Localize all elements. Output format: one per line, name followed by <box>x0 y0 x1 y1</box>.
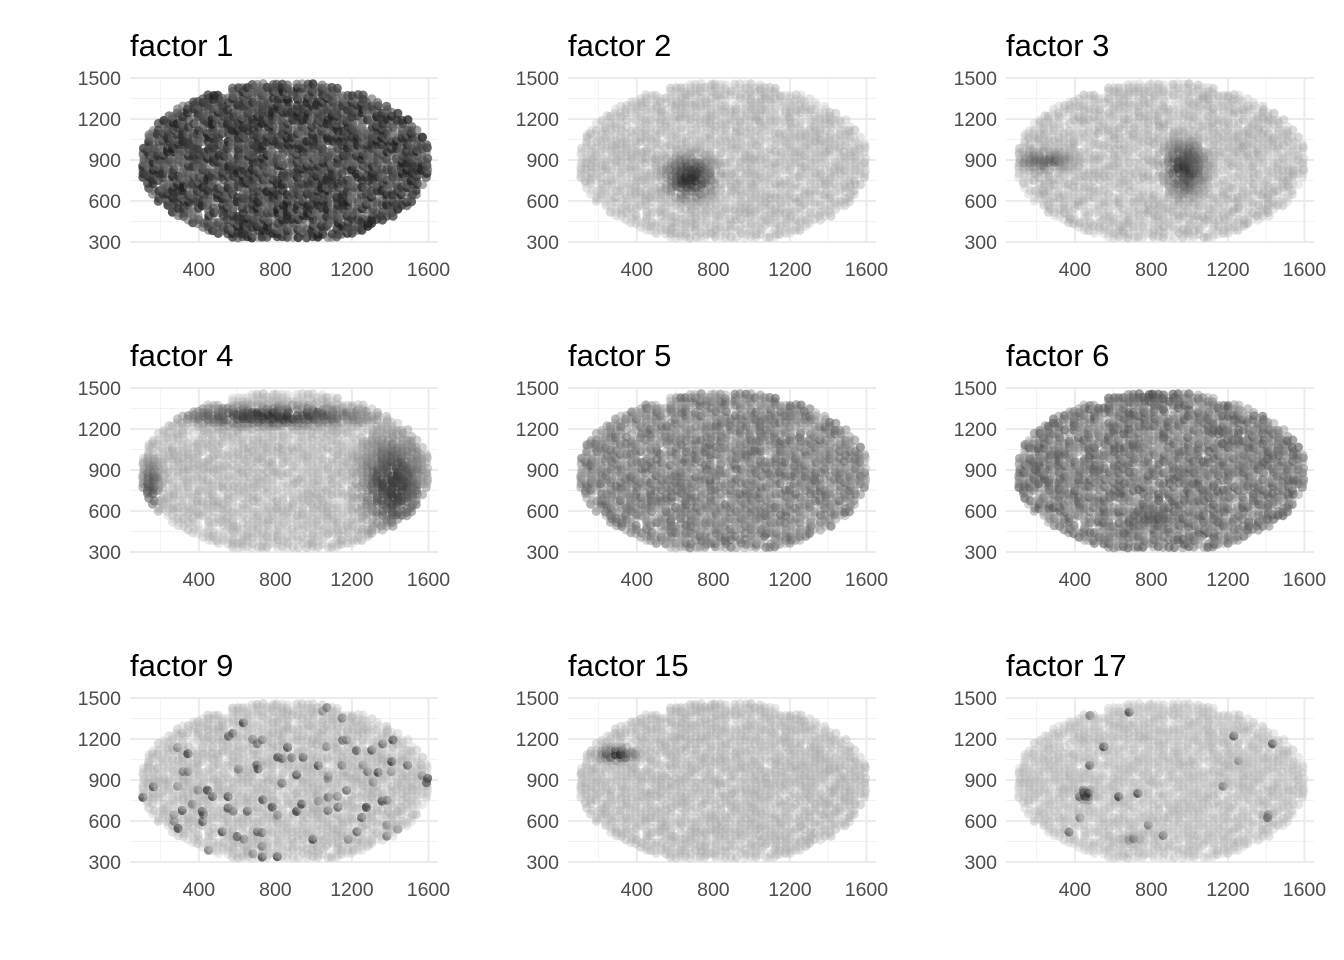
x-tick-label: 1200 <box>1206 259 1250 281</box>
points-group <box>138 79 433 243</box>
x-tick-label: 400 <box>183 259 216 281</box>
x-tick-label: 1200 <box>330 259 374 281</box>
y-tick-label: 300 <box>526 232 559 254</box>
y-tick-label: 1500 <box>78 68 122 90</box>
panel-title: factor 1 <box>130 28 233 63</box>
scatter-point <box>422 140 432 150</box>
facet-panel-2: factor 2 300 600 900 1200 1500 400 800 1200 1600 <box>516 28 889 281</box>
y-tick-label: 900 <box>88 150 121 172</box>
y-tick-label: 1200 <box>516 109 560 131</box>
x-tick-label: 800 <box>259 259 292 281</box>
y-tick-label: 1200 <box>78 109 122 131</box>
y-tick-label: 1500 <box>516 68 560 90</box>
facet-panel-3: factor 3 300 600 900 1200 1500 400 800 1200 1600 <box>954 28 1327 281</box>
y-tick-label: 300 <box>964 232 997 254</box>
x-tick-label: 800 <box>1135 259 1168 281</box>
y-tick-label: 1500 <box>954 68 998 90</box>
y-tick-label: 600 <box>526 191 559 213</box>
y-tick-label: 1200 <box>954 109 998 131</box>
points-group <box>1014 79 1309 243</box>
x-tick-label: 400 <box>621 259 654 281</box>
scatter-point <box>373 98 383 108</box>
scatter-point <box>860 140 870 150</box>
y-tick-label: 600 <box>964 191 997 213</box>
scatter-point <box>811 98 821 108</box>
y-tick-label: 900 <box>526 150 559 172</box>
x-tick-label: 800 <box>697 259 730 281</box>
x-tick-label: 400 <box>1059 259 1092 281</box>
facet-panel-1: factor 1 300 600 900 1200 1500 400 800 1200 1600 <box>78 28 451 281</box>
y-tick-label: 900 <box>964 150 997 172</box>
panel-title: factor 2 <box>568 28 671 63</box>
x-tick-label: 1600 <box>407 259 451 281</box>
points-group <box>576 79 871 243</box>
scatter-point <box>193 210 203 221</box>
x-tick-label: 1200 <box>768 259 812 281</box>
x-tick-label: 1600 <box>1283 259 1327 281</box>
panel-title: factor 3 <box>1006 28 1109 63</box>
x-tick-label: 1600 <box>845 259 889 281</box>
y-tick-label: 600 <box>88 191 121 213</box>
y-tick-label: 300 <box>88 232 121 254</box>
